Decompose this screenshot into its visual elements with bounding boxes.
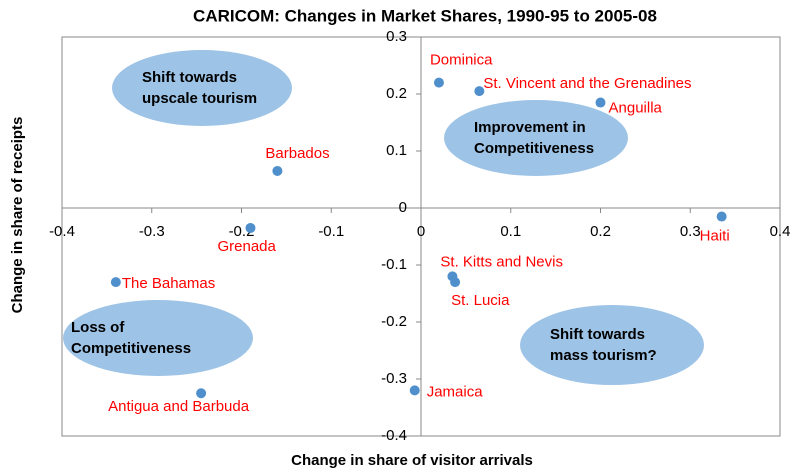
y-axis-label: Change in share of receipts	[9, 117, 26, 314]
y-tick-label: -0.1	[381, 256, 407, 273]
annotation-ellipse	[63, 300, 253, 376]
x-tick-label: 0.2	[590, 223, 611, 240]
annotation-ellipse	[112, 50, 292, 126]
point-label: Haiti	[700, 228, 730, 245]
annotation-ellipse	[520, 305, 704, 385]
y-tick-label: -0.2	[381, 313, 407, 330]
y-tick-label: 0	[399, 199, 407, 216]
annotation-text: Loss of	[71, 319, 125, 336]
point	[450, 277, 461, 288]
x-tick-label: -0.4	[49, 223, 75, 240]
point-label: Barbados	[265, 145, 329, 162]
point-label: St. Kitts and Nevis	[440, 253, 563, 270]
x-tick-label: 0.1	[500, 223, 521, 240]
point	[474, 86, 485, 97]
point-label: Dominica	[430, 52, 493, 69]
x-axis-label: Change in share of visitor arrivals	[291, 452, 533, 469]
point-label: The Bahamas	[122, 275, 215, 292]
x-tick-label: 0.3	[680, 223, 701, 240]
annotation-text: Competitiveness	[474, 140, 594, 157]
y-tick-label: 0.2	[386, 85, 407, 102]
point-label: Antigua and Barbuda	[108, 398, 250, 415]
y-tick-label: -0.3	[381, 370, 407, 387]
point-label: Jamaica	[427, 383, 484, 400]
point	[110, 277, 121, 288]
point-label: St. Lucia	[451, 292, 510, 309]
annotation-text: Shift towards	[550, 326, 645, 343]
point-label: Anguilla	[609, 100, 663, 117]
annotation-text: Competitiveness	[71, 340, 191, 357]
y-tick-label: 0.3	[386, 28, 407, 45]
x-tick-label: 0.4	[770, 223, 791, 240]
y-tick-label: -0.4	[381, 427, 407, 444]
point-label: Grenada	[217, 238, 276, 255]
point	[716, 211, 727, 222]
point	[245, 222, 256, 233]
annotation-text: mass tourism?	[550, 347, 657, 364]
point	[595, 97, 606, 108]
x-tick-label: 0	[417, 223, 425, 240]
x-tick-label: -0.1	[318, 223, 344, 240]
annotation-text: Shift towards	[142, 69, 237, 86]
point	[433, 77, 444, 88]
y-tick-label: 0.1	[386, 142, 407, 159]
annotation-ellipse	[444, 100, 628, 176]
point-label: St. Vincent and the Grenadines	[483, 75, 691, 92]
point	[272, 165, 283, 176]
annotation-text: upscale tourism	[142, 90, 257, 107]
annotation-text: Improvement in	[474, 119, 586, 136]
x-tick-label: -0.3	[139, 223, 165, 240]
point	[196, 388, 207, 399]
chart-title: CARICOM: Changes in Market Shares, 1990-…	[193, 6, 657, 25]
point	[409, 385, 420, 396]
